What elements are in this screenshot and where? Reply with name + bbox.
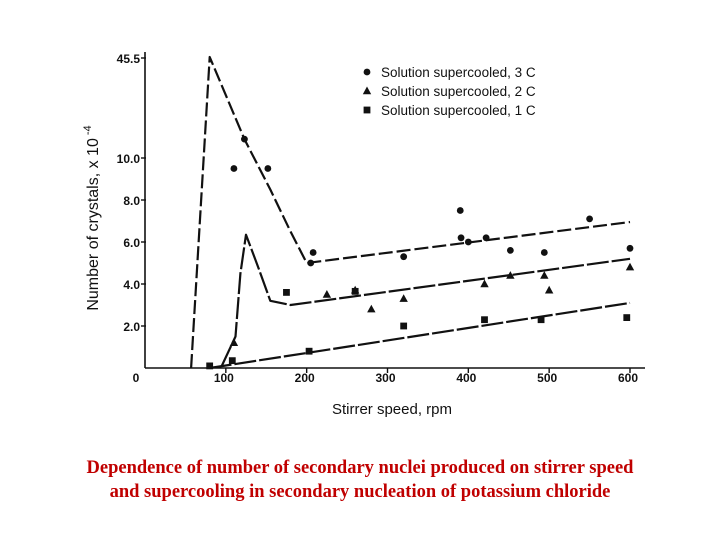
- circle-point: [586, 215, 593, 223]
- square-point: [228, 357, 236, 365]
- y-tick-label: 45.5: [117, 52, 141, 66]
- circle-point: [230, 165, 238, 172]
- triangle-point: [544, 285, 554, 294]
- chart: 2.04.06.08.010.045.50 100 200 300 400 500 600 …: [82, 52, 645, 418]
- x-tick-label: 200: [295, 371, 315, 385]
- x-tick-label: 100: [214, 371, 234, 385]
- legend-circle-icon: [363, 68, 371, 76]
- triangle-point: [480, 279, 489, 288]
- circle-point: [540, 249, 548, 256]
- circle-point: [400, 253, 408, 261]
- triangle-point: [399, 294, 408, 302]
- triangle-point: [540, 271, 549, 279]
- x-tick-label: 600: [618, 371, 638, 385]
- legend-entry-3: Solution supercooled, 1 C: [381, 103, 536, 118]
- square-point: [400, 322, 408, 330]
- square-point: [305, 347, 313, 355]
- fit-lines: [190, 55, 631, 370]
- legend-entry-2: Solution supercooled, 2 C: [381, 84, 536, 99]
- y-tick-label: 2.0: [123, 320, 140, 334]
- y-tick-label: 6.0: [123, 236, 140, 250]
- legend-triangle-icon: [362, 86, 372, 95]
- y-axis-label: Number of crystals, x 10-4: [82, 125, 102, 310]
- y-tick-label: 8.0: [123, 194, 140, 208]
- fit-line-2: [220, 233, 631, 367]
- triangle-point: [625, 262, 635, 271]
- square-point: [481, 316, 488, 324]
- y-tick-label: 10.0: [117, 152, 141, 166]
- circle-point: [482, 234, 490, 242]
- circle-point: [464, 238, 472, 246]
- fit-line-3: [209, 301, 631, 370]
- circle-point: [241, 135, 248, 143]
- x-tick-label: 400: [456, 371, 476, 385]
- x-axis-label: Stirrer speed, rpm: [332, 401, 452, 418]
- data-markers: [206, 135, 635, 370]
- triangle-point: [506, 271, 515, 279]
- x-tick-label: 300: [375, 371, 395, 385]
- circle-point: [307, 259, 315, 267]
- square-point: [283, 289, 290, 296]
- square-point: [351, 287, 359, 295]
- x-tick-label: 500: [537, 371, 557, 385]
- fit-line-1: [190, 55, 631, 369]
- triangle-point: [367, 304, 376, 313]
- axes: 2.0 4.0 6.0 8.0 10.0 45.5 0 100 200 300 400 500 600: [117, 52, 645, 385]
- y-tick-label: 4.0: [123, 278, 140, 292]
- circle-point: [264, 165, 272, 172]
- square-point: [623, 314, 631, 321]
- figure-caption: Dependence of number of secondary nuclei…: [0, 456, 720, 504]
- square-point: [537, 316, 545, 324]
- legend-entry-1: Solution supercooled, 3 C: [381, 65, 536, 80]
- x-tick-label: 0: [133, 371, 140, 385]
- legend-square-icon: [363, 106, 371, 114]
- circle-point: [626, 244, 634, 252]
- circle-point: [456, 207, 464, 214]
- triangle-point: [322, 290, 332, 298]
- caption-line-1: Dependence of number of secondary nuclei…: [86, 458, 634, 478]
- circle-point: [309, 249, 317, 256]
- circle-point: [457, 234, 465, 242]
- square-point: [206, 362, 214, 370]
- triangle-point: [229, 338, 239, 346]
- legend: Solution supercooled, 3 C Solution superc…: [362, 65, 536, 118]
- caption-line-2: and supercooling in secondary nucleation…: [109, 482, 611, 502]
- circle-point: [506, 247, 514, 254]
